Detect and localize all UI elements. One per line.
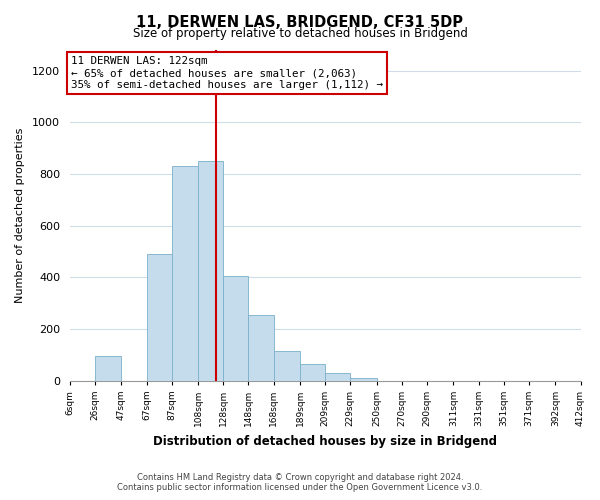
Y-axis label: Number of detached properties: Number of detached properties (15, 128, 25, 303)
Bar (350, 378, 377, 381)
Bar (274, 351, 300, 381)
Bar (223, 276, 248, 381)
Text: Contains HM Land Registry data © Crown copyright and database right 2024.
Contai: Contains HM Land Registry data © Crown c… (118, 473, 482, 492)
Bar (172, 166, 198, 381)
Text: Size of property relative to detached houses in Bridgend: Size of property relative to detached ho… (133, 28, 467, 40)
Bar (248, 315, 274, 381)
Text: 11, DERWEN LAS, BRIDGEND, CF31 5DP: 11, DERWEN LAS, BRIDGEND, CF31 5DP (137, 15, 464, 30)
Bar (325, 373, 350, 381)
Bar (146, 254, 172, 381)
Text: 11 DERWEN LAS: 122sqm
← 65% of detached houses are smaller (2,063)
35% of semi-d: 11 DERWEN LAS: 122sqm ← 65% of detached … (71, 56, 383, 90)
Bar (198, 161, 223, 381)
Bar (95, 356, 121, 381)
X-axis label: Distribution of detached houses by size in Bridgend: Distribution of detached houses by size … (153, 434, 497, 448)
Bar (300, 364, 325, 381)
